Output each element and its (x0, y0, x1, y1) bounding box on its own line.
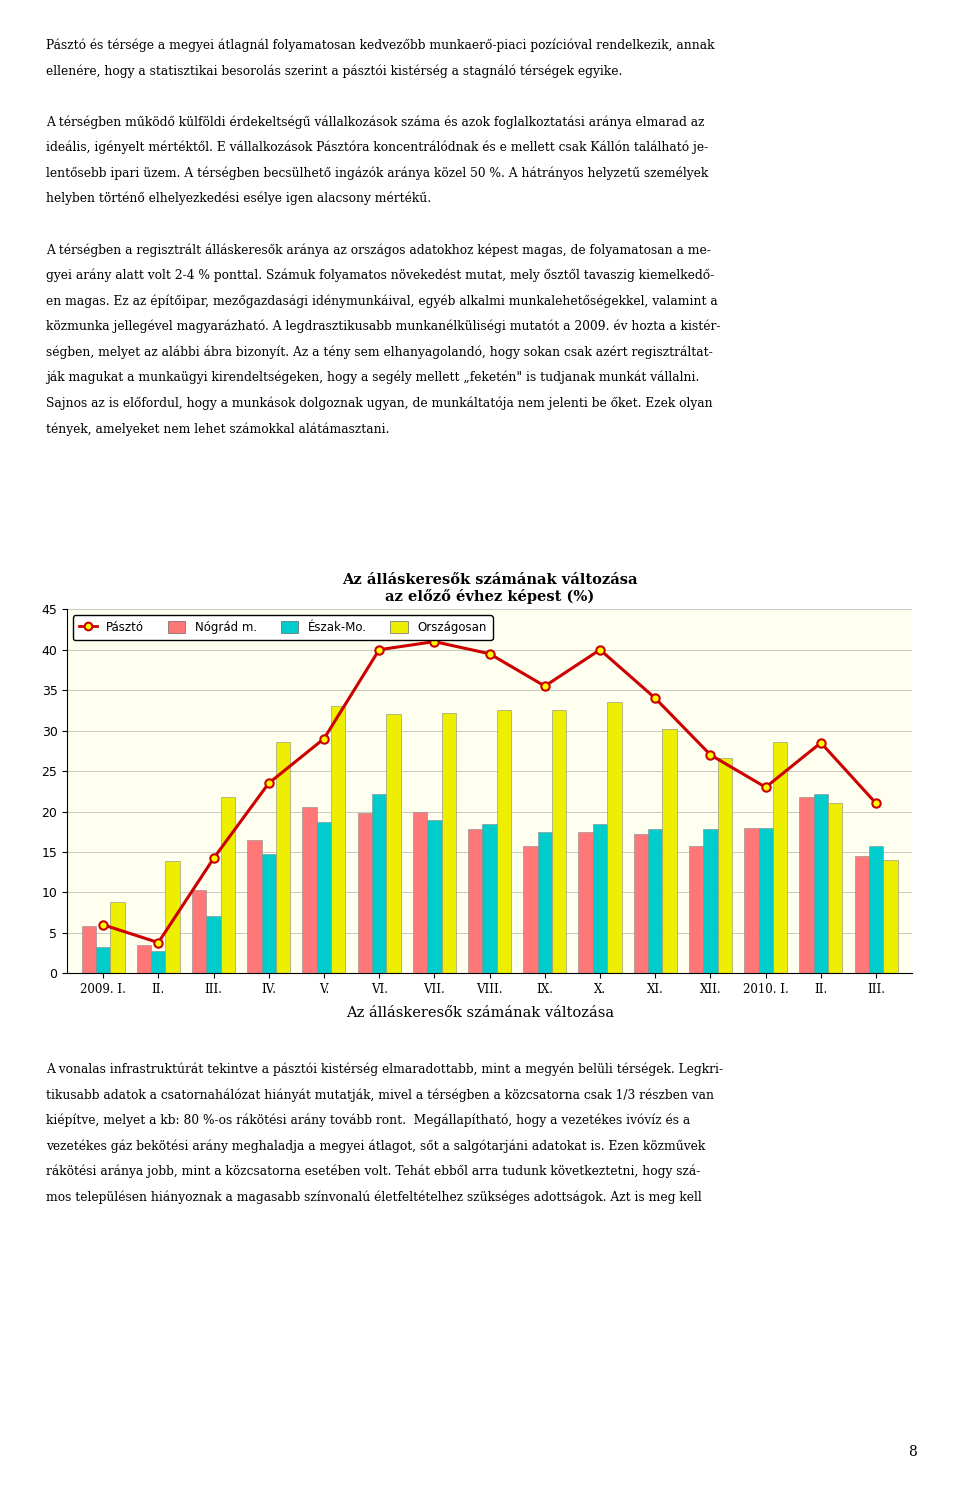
Text: vezetékes gáz bekötési arány meghaladja a megyei átlagot, sőt a salgótarjáni ada: vezetékes gáz bekötési arány meghaladja … (46, 1140, 706, 1153)
Text: lentősebb ipari üzem. A térségben becsülhető ingázók aránya közel 50 %. A hátrán: lentősebb ipari üzem. A térségben becsül… (46, 166, 708, 180)
Bar (800, 796, 814, 973)
Bar (634, 834, 648, 973)
Bar (221, 796, 235, 973)
Bar (442, 713, 456, 973)
Text: helyben történő elhelyezkedési esélye igen alacsony mértékű.: helyben történő elhelyezkedési esélye ig… (46, 192, 431, 205)
Text: Pásztó és térsége a megyei átlagnál folyamatosan kedvezőbb munkaerő-piaci pozíci: Pásztó és térsége a megyei átlagnál foly… (46, 39, 714, 52)
Bar (854, 856, 869, 973)
Bar (427, 820, 442, 973)
Bar (552, 710, 566, 973)
Text: mos településen hiányoznak a magasabb színvonalú életfeltételhez szükséges adott: mos településen hiányoznak a magasabb sz… (46, 1190, 702, 1204)
Bar (317, 822, 331, 973)
Bar (248, 840, 261, 973)
Text: tikusabb adatok a csatornahálózat hiányát mutatják, mivel a térségben a közcsato: tikusabb adatok a csatornahálózat hiányá… (46, 1088, 714, 1101)
Text: gyei arány alatt volt 2-4 % ponttal. Számuk folyamatos növekedést mutat, mely ős: gyei arány alatt volt 2-4 % ponttal. Szá… (46, 269, 714, 282)
Bar (689, 846, 704, 973)
Bar (151, 951, 165, 973)
Text: A térségben a regisztrált álláskeresők aránya az országos adatokhoz képest magas: A térségben a regisztrált álláskeresők a… (46, 244, 711, 257)
Legend: Pásztó, Nógrád m., Észak-Mo., Országosan: Pásztó, Nógrád m., Észak-Mo., Országosan (73, 615, 492, 640)
Text: 8: 8 (908, 1446, 917, 1459)
Bar (386, 715, 400, 973)
Bar (468, 829, 483, 973)
Bar (828, 804, 843, 973)
Bar (413, 811, 427, 973)
Text: ják magukat a munkaügyi kirendeltségeken, hogy a segély mellett „feketén" is tud: ják magukat a munkaügyi kirendeltségeken… (46, 372, 700, 385)
Bar (261, 854, 276, 973)
Bar (206, 915, 221, 973)
Bar (662, 730, 677, 973)
Bar (538, 832, 552, 973)
Bar (192, 890, 206, 973)
Text: ségben, melyet az alábbi ábra bizonyít. Az a tény sem elhanyagolandó, hogy sokan: ségben, melyet az alábbi ábra bizonyít. … (46, 345, 713, 358)
Bar (608, 703, 621, 973)
Bar (136, 945, 151, 973)
Bar (302, 807, 317, 973)
Bar (96, 948, 110, 973)
Bar (496, 710, 511, 973)
Text: A vonalas infrastruktúrát tekintve a pásztói kistérség elmaradottabb, mint a meg: A vonalas infrastruktúrát tekintve a pás… (46, 1062, 723, 1076)
Text: tények, amelyeket nem lehet számokkal alátámasztani.: tények, amelyeket nem lehet számokkal al… (46, 422, 390, 435)
Bar (358, 813, 372, 973)
Bar (869, 846, 883, 973)
Bar (165, 860, 180, 973)
Bar (579, 832, 593, 973)
Text: közmunka jellegével magyarázható. A legdrasztikusabb munkanélküliségi mutatót a : közmunka jellegével magyarázható. A legd… (46, 319, 721, 333)
Bar (82, 926, 96, 973)
Bar (758, 828, 773, 973)
Bar (276, 742, 290, 973)
Text: ideális, igényelt mértéktől. E vállalkozások Pásztóra koncentrálódnak és e melle: ideális, igényelt mértéktől. E vállalkoz… (46, 141, 708, 155)
Bar (110, 902, 125, 973)
Bar (331, 706, 346, 973)
Bar (718, 758, 732, 973)
Bar (773, 742, 787, 973)
Text: Sajnos az is előfordul, hogy a munkások dolgoznak ugyan, de munkáltatója nem jel: Sajnos az is előfordul, hogy a munkások … (46, 397, 712, 410)
Text: en magas. Ez az építőipar, mezőgazdasági idénymunkáival, egyéb alkalmi munkalehe: en magas. Ez az építőipar, mezőgazdasági… (46, 294, 718, 308)
Text: kiépítve, melyet a kb: 80 %-os rákötési arány tovább ront.  Megállapítható, hogy: kiépítve, melyet a kb: 80 %-os rákötési … (46, 1113, 690, 1126)
Title: Az álláskeresők számának változása
az előző évhez képest (%): Az álláskeresők számának változása az el… (342, 572, 637, 603)
Text: A térségben működő külföldi érdekeltségű vállalkozások száma és azok foglalkozta: A térségben működő külföldi érdekeltségű… (46, 116, 705, 129)
Bar (883, 860, 898, 973)
Bar (593, 823, 608, 973)
Text: rákötési aránya jobb, mint a közcsatorna esetében volt. Tehát ebből arra tudunk : rákötési aránya jobb, mint a közcsatorna… (46, 1165, 701, 1178)
Bar (814, 794, 828, 973)
Bar (523, 846, 538, 973)
Text: Az álláskeresők számának változása: Az álláskeresők számának változása (346, 1006, 614, 1019)
Text: ellenére, hogy a statisztikai besorolás szerint a pásztói kistérség a stagnáló t: ellenére, hogy a statisztikai besorolás … (46, 64, 622, 77)
Bar (372, 794, 386, 973)
Bar (704, 829, 718, 973)
Bar (744, 828, 758, 973)
Bar (648, 829, 662, 973)
Bar (483, 823, 496, 973)
